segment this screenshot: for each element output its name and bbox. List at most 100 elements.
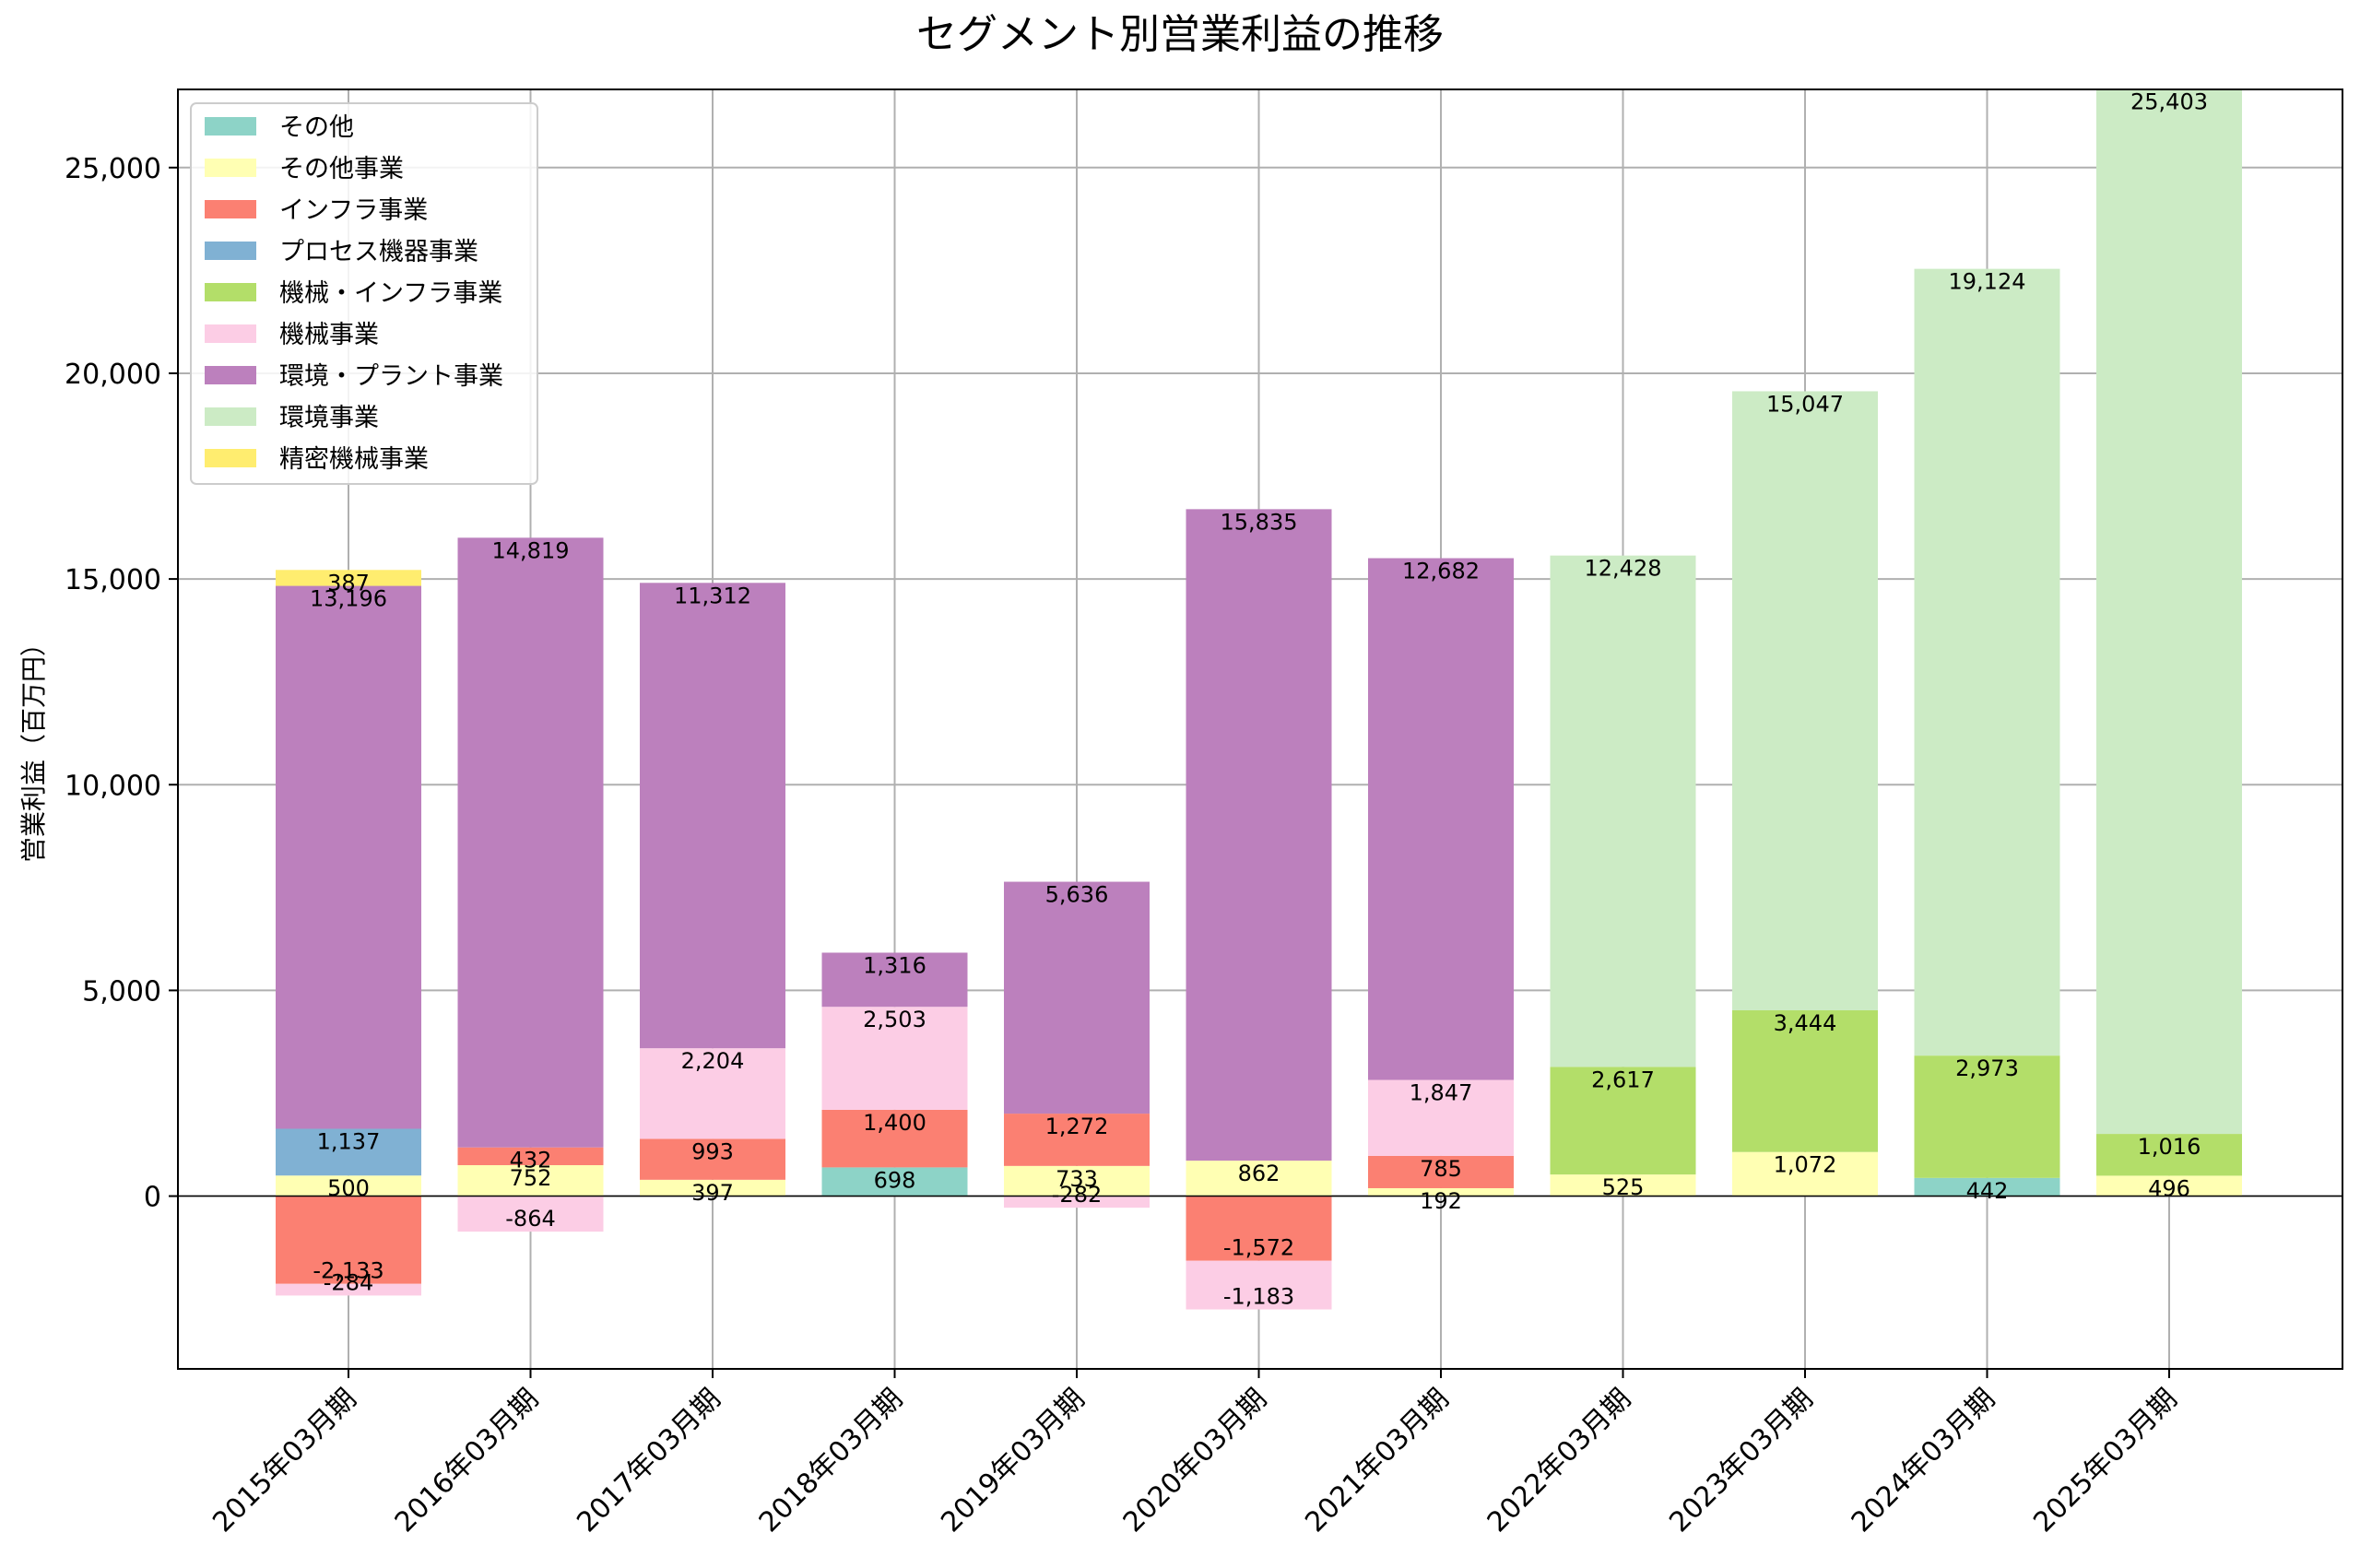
bars xyxy=(276,88,2242,1310)
bar-segment xyxy=(276,585,421,1129)
y-tick-label: 25,000 xyxy=(65,153,161,185)
legend-label: インフラ事業 xyxy=(279,196,428,225)
bar-segment xyxy=(1004,1114,1150,1166)
y-tick-label: 20,000 xyxy=(65,359,161,391)
bar-segment xyxy=(640,1048,785,1139)
bar-segment xyxy=(1550,555,1696,1067)
data-label: 862 xyxy=(1238,1161,1280,1186)
data-label: 15,047 xyxy=(1766,391,1844,417)
data-label: 2,973 xyxy=(1955,1055,2019,1081)
x-tick-label: 2016年03月期 xyxy=(389,1383,545,1539)
legend-swatch xyxy=(205,117,256,136)
legend-swatch xyxy=(205,407,256,426)
data-label: 14,819 xyxy=(492,537,570,563)
bar-segment xyxy=(1732,1151,1878,1197)
legend-label: その他事業 xyxy=(279,155,404,183)
y-tick-label: 0 xyxy=(144,1182,161,1214)
data-label: 2,503 xyxy=(863,1007,926,1032)
legend-label: その他 xyxy=(279,113,354,142)
bar-segment xyxy=(2096,88,2242,1135)
x-tick-label: 2023年03月期 xyxy=(1663,1383,1819,1539)
data-label: 12,682 xyxy=(1402,559,1480,584)
bar-segment xyxy=(1368,558,1514,1080)
data-label: 733 xyxy=(1056,1166,1098,1192)
data-label: 1,316 xyxy=(863,952,926,978)
bar-segment xyxy=(640,1138,785,1180)
data-label: -284 xyxy=(324,1269,373,1295)
data-label: 1,137 xyxy=(317,1128,381,1154)
bar-segment xyxy=(1368,1079,1514,1156)
chart-title: セグメント別営業利益の推移 xyxy=(916,11,1444,58)
bar-segment xyxy=(1186,509,1332,1161)
legend-label: 環境・プラント事業 xyxy=(279,362,503,391)
x-tick-label: 2015年03月期 xyxy=(206,1383,362,1539)
legend-swatch xyxy=(205,283,256,301)
plot-frame xyxy=(177,88,2343,1370)
data-label: -2,133 xyxy=(313,1258,384,1284)
bar-segment xyxy=(1914,1055,2060,1178)
x-tick-label: 2019年03月期 xyxy=(935,1383,1091,1539)
data-label: 13,196 xyxy=(310,586,387,612)
bar-segment xyxy=(276,1175,421,1197)
bar-segment xyxy=(276,570,421,586)
data-label: -282 xyxy=(1052,1182,1102,1208)
bar-segment xyxy=(1004,1165,1150,1197)
bar-segment xyxy=(2096,1175,2242,1197)
data-label: -864 xyxy=(505,1206,555,1232)
bar-segment xyxy=(1368,1155,1514,1188)
data-label: 442 xyxy=(1966,1178,2009,1204)
data-label: 397 xyxy=(691,1180,734,1206)
data-label: -1,183 xyxy=(1223,1284,1294,1310)
data-label: 785 xyxy=(1420,1156,1462,1182)
data-label: 500 xyxy=(327,1175,370,1201)
data-label: 3,444 xyxy=(1774,1010,1837,1036)
data-label: 2,617 xyxy=(1591,1067,1655,1092)
bar-segment xyxy=(821,1109,968,1168)
x-tick-label: 2022年03月期 xyxy=(1481,1383,1637,1539)
data-label: 25,403 xyxy=(2130,88,2208,114)
legend-label: 環境事業 xyxy=(279,404,379,432)
legend-swatch xyxy=(205,324,256,343)
bar-segment xyxy=(1914,268,2060,1056)
x-tick-label: 2021年03月期 xyxy=(1299,1383,1455,1539)
bar-segment xyxy=(1550,1067,1696,1175)
bar-segment xyxy=(457,1147,604,1165)
bar-segment xyxy=(1004,881,1150,1114)
data-label: 1,072 xyxy=(1774,1152,1837,1178)
legend-label: 機械事業 xyxy=(279,321,379,349)
legend-swatch xyxy=(205,200,256,218)
bar-segment xyxy=(276,1283,421,1296)
y-axis-label: 営業利益（百万円） xyxy=(18,631,49,863)
legend-label: プロセス機器事業 xyxy=(279,238,478,266)
data-label: 1,847 xyxy=(1410,1080,1473,1106)
bar-segment xyxy=(1732,391,1878,1011)
data-label: 432 xyxy=(510,1148,552,1173)
bar-segment xyxy=(640,1179,785,1197)
bar-segment xyxy=(276,1128,421,1176)
data-label: -1,572 xyxy=(1223,1235,1294,1261)
data-label: 1,016 xyxy=(2138,1134,2201,1160)
bar-segment xyxy=(457,1164,604,1197)
legend-label: 精密機械事業 xyxy=(279,445,429,474)
bar-segment xyxy=(1550,1174,1696,1197)
bar-segment xyxy=(640,583,785,1049)
data-label: 19,124 xyxy=(1949,269,2026,295)
bar-segment xyxy=(276,1196,421,1284)
legend: その他その他事業インフラ事業プロセス機器事業機械・インフラ事業機械事業環境・プラ… xyxy=(190,102,538,485)
bar-segment xyxy=(821,952,968,1008)
bar-segment xyxy=(1186,1260,1332,1310)
x-tick-label: 2017年03月期 xyxy=(571,1383,726,1539)
y-tick-label: 5,000 xyxy=(82,975,161,1008)
x-tick-label: 2024年03月期 xyxy=(1846,1383,2001,1539)
data-label: 698 xyxy=(874,1167,916,1193)
data-label: 1,400 xyxy=(863,1110,926,1136)
data-label: 11,312 xyxy=(674,583,751,608)
data-label: 752 xyxy=(510,1165,552,1191)
data-label: 496 xyxy=(2148,1175,2190,1201)
data-label: 993 xyxy=(691,1139,734,1165)
bar-segment xyxy=(821,1007,968,1110)
data-label: 5,636 xyxy=(1045,882,1109,908)
bar-segment xyxy=(821,1167,968,1197)
